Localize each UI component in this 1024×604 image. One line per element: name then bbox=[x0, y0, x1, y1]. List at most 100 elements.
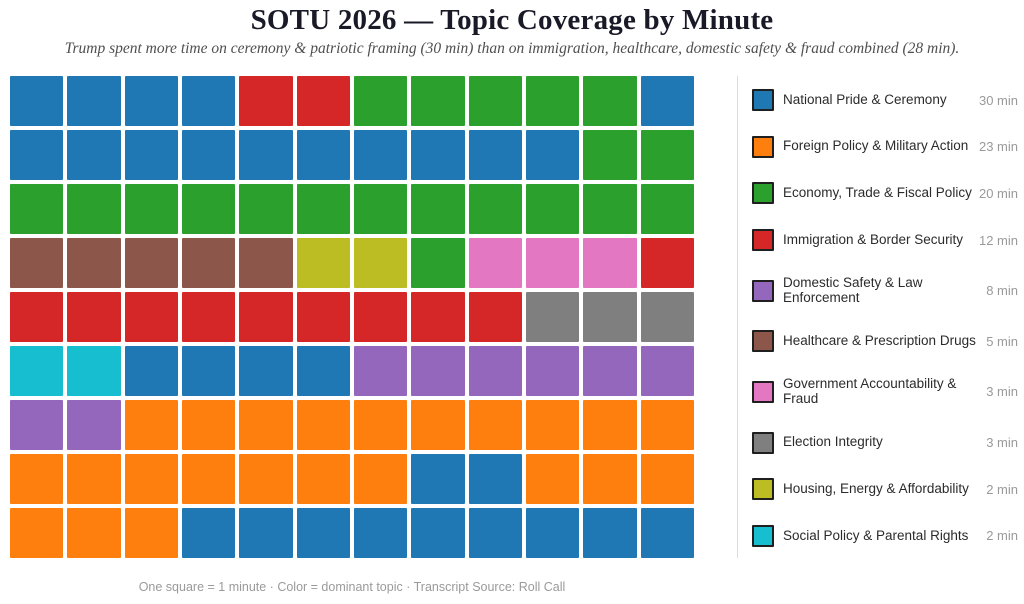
waffle-cell-pride bbox=[468, 454, 522, 504]
waffle-cell-immigration bbox=[296, 76, 350, 126]
legend-item: Healthcare & Prescription Drugs 5 min bbox=[752, 330, 1018, 353]
legend-label: Foreign Policy & Military Action bbox=[783, 138, 969, 154]
legend-label: Domestic Safety & Law Enforcement bbox=[783, 274, 923, 305]
legend-label: Social Policy & Parental Rights bbox=[783, 527, 969, 543]
legend-value: 12 min bbox=[978, 232, 1018, 248]
waffle-cell-pride bbox=[239, 508, 293, 558]
waffle-cell-economy bbox=[640, 130, 694, 180]
waffle-cell-economy bbox=[181, 184, 236, 234]
waffle-cell-immigration bbox=[239, 76, 293, 126]
legend-label: Healthcare & Prescription Drugs bbox=[783, 332, 976, 348]
legend-swatch bbox=[752, 478, 774, 501]
waffle-cell-election bbox=[525, 292, 580, 342]
waffle-cell-health bbox=[124, 238, 178, 288]
waffle-cell-foreign bbox=[181, 400, 236, 450]
footer-note: One square = 1 minute · Color = dominant… bbox=[138, 580, 566, 594]
waffle-cell-pride bbox=[124, 76, 178, 126]
waffle-cell-safety bbox=[525, 346, 580, 396]
legend-item: Government Accountability & Fraud 3 min bbox=[752, 376, 1018, 407]
waffle-cell-safety bbox=[411, 346, 465, 396]
waffle-cell-pride bbox=[353, 130, 408, 180]
waffle-cell-foreign bbox=[10, 508, 64, 558]
waffle-cell-economy bbox=[10, 184, 64, 234]
waffle-cell-foreign bbox=[67, 454, 121, 504]
legend-value: 2 min bbox=[986, 528, 1018, 544]
waffle-cell-economy bbox=[583, 184, 637, 234]
waffle-cell-foreign bbox=[353, 454, 408, 504]
waffle-cell-pride bbox=[239, 346, 293, 396]
waffle-cell-economy bbox=[67, 184, 121, 234]
waffle-cell-immigration bbox=[353, 292, 408, 342]
waffle-cell-foreign bbox=[525, 454, 580, 504]
waffle-cell-pride bbox=[296, 508, 350, 558]
legend-value: 23 min bbox=[978, 139, 1018, 155]
legend-label: Immigration & Border Security bbox=[783, 231, 964, 247]
waffle-cell-foreign bbox=[124, 508, 178, 558]
waffle-cell-pride bbox=[411, 130, 465, 180]
legend-swatch bbox=[752, 330, 774, 353]
chart-title: SOTU 2026 — Topic Coverage by Minute bbox=[250, 4, 774, 36]
legend-swatch bbox=[752, 135, 774, 158]
waffle-cell-health bbox=[181, 238, 236, 288]
waffle-cell-immigration bbox=[124, 292, 178, 342]
waffle-cell-immigration bbox=[67, 292, 121, 342]
legend-label: National Pride & Ceremony bbox=[783, 91, 947, 107]
waffle-cell-social bbox=[67, 346, 121, 396]
legend-item: Housing, Energy & Affordability 2 min bbox=[752, 478, 1018, 501]
waffle-cell-health bbox=[67, 238, 121, 288]
waffle-cell-pride bbox=[525, 130, 580, 180]
waffle-cell-social bbox=[10, 346, 64, 396]
waffle-cell-pride bbox=[296, 130, 350, 180]
waffle-cell-immigration bbox=[468, 292, 522, 342]
waffle-cell-pride bbox=[181, 130, 236, 180]
waffle-cell-economy bbox=[583, 76, 637, 126]
waffle-cell-foreign bbox=[10, 454, 64, 504]
waffle-cell-economy bbox=[468, 184, 522, 234]
waffle-cell-pride bbox=[640, 76, 694, 126]
legend-label: Election Integrity bbox=[783, 434, 883, 450]
waffle-cell-pride bbox=[67, 130, 121, 180]
waffle-cell-election bbox=[640, 292, 694, 342]
legend-value: 30 min bbox=[978, 92, 1018, 108]
waffle-cell-economy bbox=[353, 184, 408, 234]
waffle-cell-foreign bbox=[181, 454, 236, 504]
waffle-cell-foreign bbox=[296, 454, 350, 504]
legend-value: 8 min bbox=[986, 283, 1018, 299]
waffle-cell-pride bbox=[10, 130, 64, 180]
waffle-cell-foreign bbox=[239, 400, 293, 450]
waffle-cell-fraud bbox=[468, 238, 522, 288]
legend-value: 2 min bbox=[986, 481, 1018, 497]
legend-value: 5 min bbox=[986, 333, 1018, 349]
waffle-cell-foreign bbox=[296, 400, 350, 450]
waffle-cell-foreign bbox=[124, 400, 178, 450]
waffle-cell-economy bbox=[468, 76, 522, 126]
legend-value: 3 min bbox=[986, 435, 1018, 451]
waffle-cell-foreign bbox=[411, 400, 465, 450]
waffle-cell-health bbox=[10, 238, 64, 288]
waffle-cell-safety bbox=[67, 400, 121, 450]
waffle-cell-pride bbox=[239, 130, 293, 180]
waffle-cell-immigration bbox=[296, 292, 350, 342]
chart-header: SOTU 2026 — Topic Coverage by Minute Tru… bbox=[0, 0, 1024, 58]
waffle-cell-election bbox=[583, 292, 637, 342]
legend-swatch bbox=[752, 380, 774, 403]
waffle-cell-pride bbox=[124, 130, 178, 180]
waffle-cell-safety bbox=[583, 346, 637, 396]
waffle-cell-pride bbox=[67, 76, 121, 126]
waffle-cell-pride bbox=[411, 454, 465, 504]
waffle-cell-pride bbox=[353, 508, 408, 558]
waffle-cell-housing bbox=[296, 238, 350, 288]
legend: National Pride & Ceremony 30 min Foreign… bbox=[752, 76, 1018, 558]
waffle-cell-foreign bbox=[583, 454, 637, 504]
waffle-cell-economy bbox=[411, 184, 465, 234]
waffle-cell-foreign bbox=[525, 400, 580, 450]
waffle-cell-foreign bbox=[124, 454, 178, 504]
legend-item: Social Policy & Parental Rights 2 min bbox=[752, 524, 1018, 547]
waffle-cell-safety bbox=[10, 400, 64, 450]
waffle-cell-foreign bbox=[239, 454, 293, 504]
legend-item: Election Integrity 3 min bbox=[752, 431, 1018, 454]
waffle-cell-fraud bbox=[525, 238, 580, 288]
legend-label: Housing, Energy & Affordability bbox=[783, 480, 969, 496]
waffle-cell-pride bbox=[525, 508, 580, 558]
